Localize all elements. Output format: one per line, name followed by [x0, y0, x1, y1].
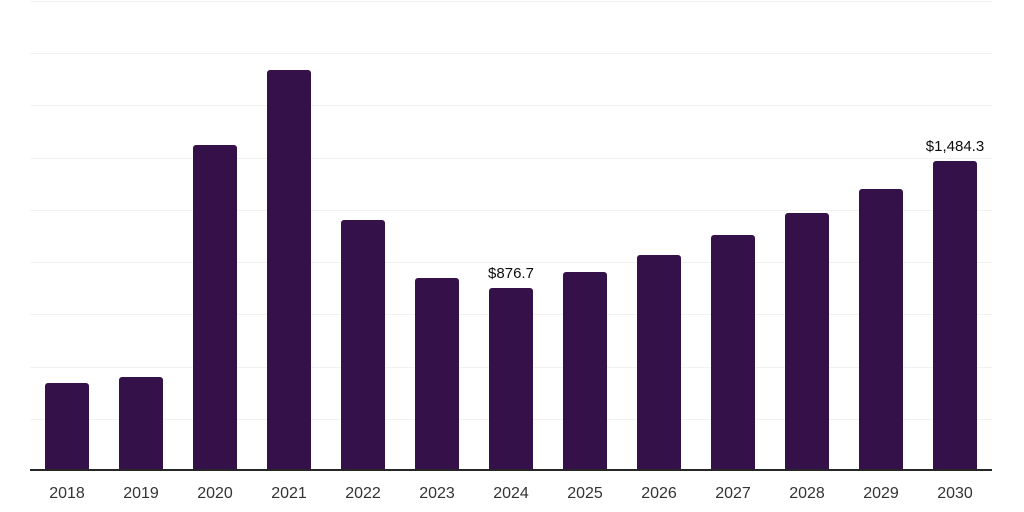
bar-2026 [637, 254, 681, 471]
data-label-2024: $876.7 [488, 264, 534, 282]
x-tick-2026: 2026 [641, 485, 677, 502]
bar-column [844, 1, 918, 471]
x-tick-2019: 2019 [123, 485, 159, 502]
bar-2030 [933, 160, 977, 471]
bar-column [400, 1, 474, 471]
plot-area: $876.7 $1,484.3 [30, 1, 992, 471]
x-tick-2029: 2029 [863, 485, 899, 502]
x-axis-labels: 2018 2019 2020 2021 2022 2023 2024 2025 2026 2027… [30, 485, 992, 505]
gridline [30, 53, 992, 55]
bar-column: $1,484.3 [918, 1, 992, 471]
bar-2029 [859, 188, 903, 471]
bar-2027 [711, 234, 755, 471]
bar-column [622, 1, 696, 471]
bar-2024 [489, 287, 533, 471]
bar-2020 [193, 144, 237, 471]
gridline [30, 209, 992, 211]
bar-chart: $876.7 $1,484.3 2018 2019 2020 2021 2022 2023 2… [30, 1, 992, 512]
bar-2028 [785, 212, 829, 471]
bar-2023 [415, 278, 459, 471]
x-tick-2025: 2025 [567, 485, 603, 502]
data-label-2030: $1,484.3 [925, 137, 985, 155]
x-tick-2027: 2027 [715, 485, 751, 502]
bar-column [30, 1, 104, 471]
gridline [30, 157, 992, 159]
x-tick-2030: 2030 [937, 485, 973, 502]
bar-2019 [119, 376, 163, 471]
gridline [30, 262, 992, 264]
bar-column [104, 1, 178, 471]
gridline [30, 105, 992, 107]
bar-column [548, 1, 622, 471]
x-tick-2018: 2018 [49, 485, 85, 502]
x-tick-2023: 2023 [419, 485, 455, 502]
gridline [30, 1, 992, 2]
x-tick-2022: 2022 [345, 485, 381, 502]
bar-column [770, 1, 844, 471]
x-tick-2024: 2024 [493, 485, 529, 502]
x-tick-2021: 2021 [271, 485, 307, 502]
bar-2025 [563, 272, 607, 471]
bar-column [178, 1, 252, 471]
bar-2021 [267, 69, 311, 471]
x-tick-2020: 2020 [197, 485, 233, 502]
x-tick-2028: 2028 [789, 485, 825, 502]
bar-2022 [341, 220, 385, 471]
bar-2018 [45, 382, 89, 471]
bar-column: $876.7 [474, 1, 548, 471]
bar-column [252, 1, 326, 471]
bar-column [326, 1, 400, 471]
bars: $876.7 $1,484.3 [30, 1, 992, 471]
x-axis-line [30, 469, 992, 471]
bar-column [696, 1, 770, 471]
